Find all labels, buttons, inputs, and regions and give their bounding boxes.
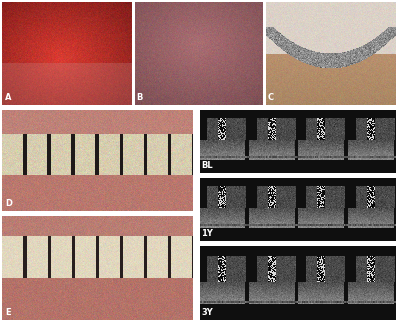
Text: BL: BL bbox=[201, 161, 213, 170]
Bar bbox=[132, 0, 135, 106]
Bar bbox=[197, 173, 398, 178]
Text: 1Y: 1Y bbox=[201, 229, 213, 238]
Text: C: C bbox=[268, 93, 274, 102]
Bar bbox=[263, 0, 266, 106]
Text: E: E bbox=[5, 308, 11, 317]
Text: D: D bbox=[5, 199, 12, 208]
Text: 3Y: 3Y bbox=[201, 308, 213, 317]
Bar bbox=[193, 108, 200, 322]
Text: B: B bbox=[136, 93, 142, 102]
Text: A: A bbox=[5, 93, 12, 102]
Bar bbox=[197, 241, 398, 246]
Bar bbox=[0, 105, 398, 110]
Bar bbox=[0, 211, 195, 216]
